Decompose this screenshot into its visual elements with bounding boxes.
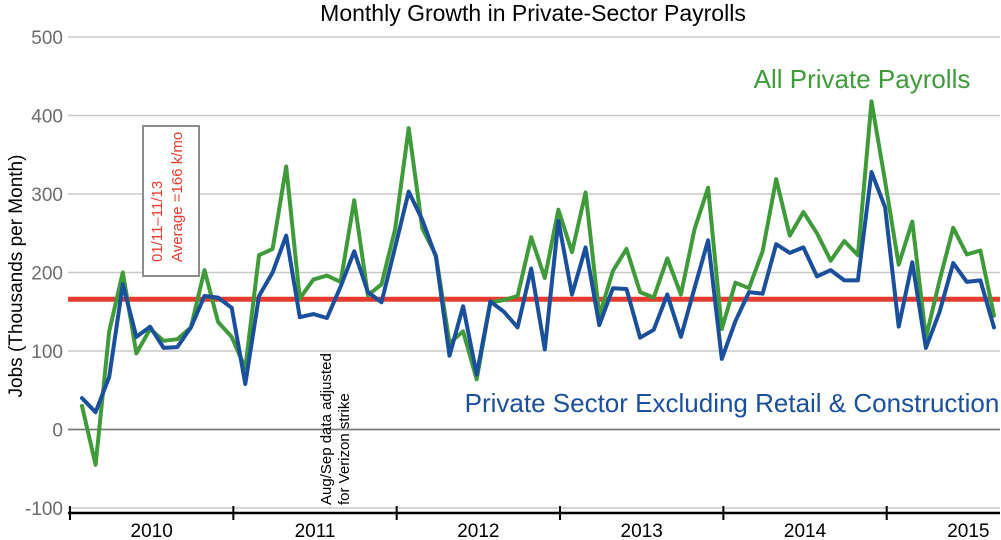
y-tick-label: -100: [25, 499, 63, 520]
y-axis-ticks: -100 0 100 200 300 400 500: [25, 28, 63, 520]
x-axis: 2010 2011 2012 2013 2014 2015: [68, 506, 1000, 540]
y-axis-label: Jobs (Thousands per Month): [6, 155, 27, 398]
annotations: 01/11–11/13 Average =166 k/mo Aug/Sep da…: [142, 125, 353, 505]
x-tick-label: 2015: [947, 521, 989, 540]
y-tick-label: 100: [31, 342, 63, 363]
x-tick-label: 2014: [784, 521, 827, 540]
legend-all-private: All Private Payrolls: [754, 64, 971, 94]
y-tick-label: 400: [31, 107, 63, 128]
y-tick-label: 200: [31, 264, 63, 285]
verizon-note-line1: Aug/Sep data adjusted: [318, 353, 335, 505]
x-tick-label: 2012: [457, 521, 499, 540]
x-tick-label: 2010: [131, 521, 173, 540]
average-period-label: 01/11–11/13: [149, 181, 166, 262]
y-tick-label: 0: [52, 421, 63, 442]
y-tick-label: 300: [31, 185, 63, 206]
legend-excl-retail-construction: Private Sector Excluding Retail & Constr…: [465, 388, 1000, 418]
x-tick-label: 2011: [295, 521, 336, 540]
average-label-box: [142, 125, 200, 277]
series-line-all-private: [80, 99, 996, 467]
series-lines: [80, 99, 996, 467]
average-value-label: Average =166 k/mo: [169, 132, 186, 262]
x-tick-label: 2013: [621, 521, 663, 540]
gridlines: [68, 36, 1000, 509]
verizon-note-line2: for Verizon strike: [336, 393, 353, 505]
series-line-excl-retail-construction: [80, 170, 996, 415]
chart-title: Monthly Growth in Private-Sector Payroll…: [320, 0, 746, 26]
y-tick-label: 500: [31, 28, 63, 49]
